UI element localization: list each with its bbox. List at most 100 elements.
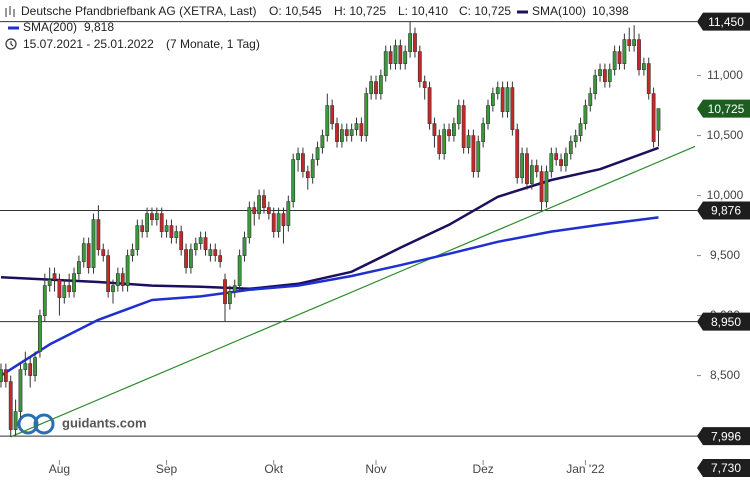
candle-body xyxy=(461,105,466,148)
candle-body xyxy=(432,123,437,136)
candle-body xyxy=(125,255,130,286)
candle-body xyxy=(364,93,369,136)
candle-body xyxy=(617,51,622,64)
price-box xyxy=(697,12,750,31)
candle-body xyxy=(471,135,476,172)
candle-body xyxy=(442,129,447,154)
price-box xyxy=(697,312,750,331)
candle-body xyxy=(28,363,33,376)
candle-body xyxy=(447,129,451,136)
candle-body xyxy=(67,285,72,292)
candle-body xyxy=(38,315,42,352)
candle-body xyxy=(315,147,320,160)
candle-body xyxy=(422,81,427,88)
candle-body xyxy=(602,69,607,82)
candle-body xyxy=(174,231,179,238)
candle-body xyxy=(8,381,13,430)
candle-body xyxy=(13,411,18,430)
candle-body xyxy=(398,45,403,64)
candle-body xyxy=(150,213,154,220)
candle-body xyxy=(57,279,62,298)
candle-body xyxy=(403,51,408,64)
candle-body xyxy=(393,45,398,64)
candle-body xyxy=(593,75,598,94)
candle-body xyxy=(515,129,520,178)
candle-body xyxy=(325,105,330,136)
candle-body xyxy=(344,129,349,136)
candle-body xyxy=(378,75,383,94)
candle-body xyxy=(18,369,23,412)
candle-body xyxy=(349,129,354,136)
chart-icon xyxy=(5,6,15,17)
candle-body xyxy=(252,207,257,214)
candle-body xyxy=(383,51,388,76)
candle-body xyxy=(520,153,525,178)
candle-body xyxy=(23,363,28,370)
close-value: C: 10,725 xyxy=(459,4,511,18)
candle-body xyxy=(120,273,125,286)
candle-body xyxy=(544,171,549,202)
logo: guidants.com xyxy=(17,413,147,435)
moving-average-line xyxy=(0,216,659,377)
candle-body xyxy=(72,273,76,292)
candle-body xyxy=(227,291,232,304)
candle-body xyxy=(534,165,539,172)
period: 15.07.2021 - 25.01.2022 xyxy=(23,37,154,51)
candle-body xyxy=(184,249,188,268)
candle-body xyxy=(335,123,339,142)
candle-body xyxy=(622,39,627,64)
candle-body xyxy=(81,243,86,262)
candle-body xyxy=(598,69,602,76)
candle-body xyxy=(179,231,184,250)
candle-body xyxy=(437,135,442,154)
candle-body xyxy=(242,237,247,256)
period-note: (7 Monate, 1 Tag) xyxy=(166,37,260,51)
candle-body xyxy=(369,81,374,94)
candle-body xyxy=(452,123,456,136)
candle-body xyxy=(198,237,203,244)
candle-body xyxy=(486,105,490,124)
candle-body xyxy=(301,153,305,172)
candle-body xyxy=(276,213,281,232)
candle-body xyxy=(135,225,140,250)
candle-body xyxy=(559,159,563,166)
x-tick-label: Nov xyxy=(365,462,386,476)
candle-body xyxy=(466,135,471,148)
candle-body xyxy=(417,51,422,82)
candle-body xyxy=(281,213,286,226)
candle-body xyxy=(627,39,632,46)
candle-body xyxy=(52,273,57,280)
y-tick-label: 10,500 xyxy=(707,128,744,142)
candle-body xyxy=(213,249,218,256)
candle-body xyxy=(637,39,641,70)
moving-average-line xyxy=(0,146,659,291)
y-tick-label: 11,000 xyxy=(707,68,743,82)
candle-body xyxy=(481,123,486,142)
candle-body xyxy=(651,93,656,142)
x-tick-label: Aug xyxy=(49,462,70,476)
open-value: O: 10,545 xyxy=(269,4,322,18)
candle-body xyxy=(145,213,149,232)
candle-body xyxy=(223,279,227,304)
clock-icon xyxy=(5,38,17,50)
candle-body xyxy=(47,279,52,286)
price-box-label: 8,950 xyxy=(711,315,741,329)
y-tick-label: 9,500 xyxy=(710,248,740,262)
candle-body xyxy=(189,249,193,268)
candle-body xyxy=(320,135,325,148)
candle-body xyxy=(33,357,37,376)
y-tick-label: 8,500 xyxy=(710,368,740,382)
candle-body xyxy=(266,207,271,214)
candle-body xyxy=(164,225,169,232)
candle-body xyxy=(130,249,135,256)
low-marker-box xyxy=(697,459,750,477)
candle-body xyxy=(456,105,461,124)
logo-text: guidants.com xyxy=(62,415,147,430)
candle-body xyxy=(42,285,47,316)
header: Deutsche Pfandbriefbank AG (XETRA, Last)… xyxy=(5,4,629,51)
candle-body xyxy=(262,195,266,208)
price-box-label: 7,996 xyxy=(711,429,741,443)
x-tick-label: Dez xyxy=(472,462,493,476)
candle-body xyxy=(237,255,242,286)
price-box xyxy=(697,427,750,446)
